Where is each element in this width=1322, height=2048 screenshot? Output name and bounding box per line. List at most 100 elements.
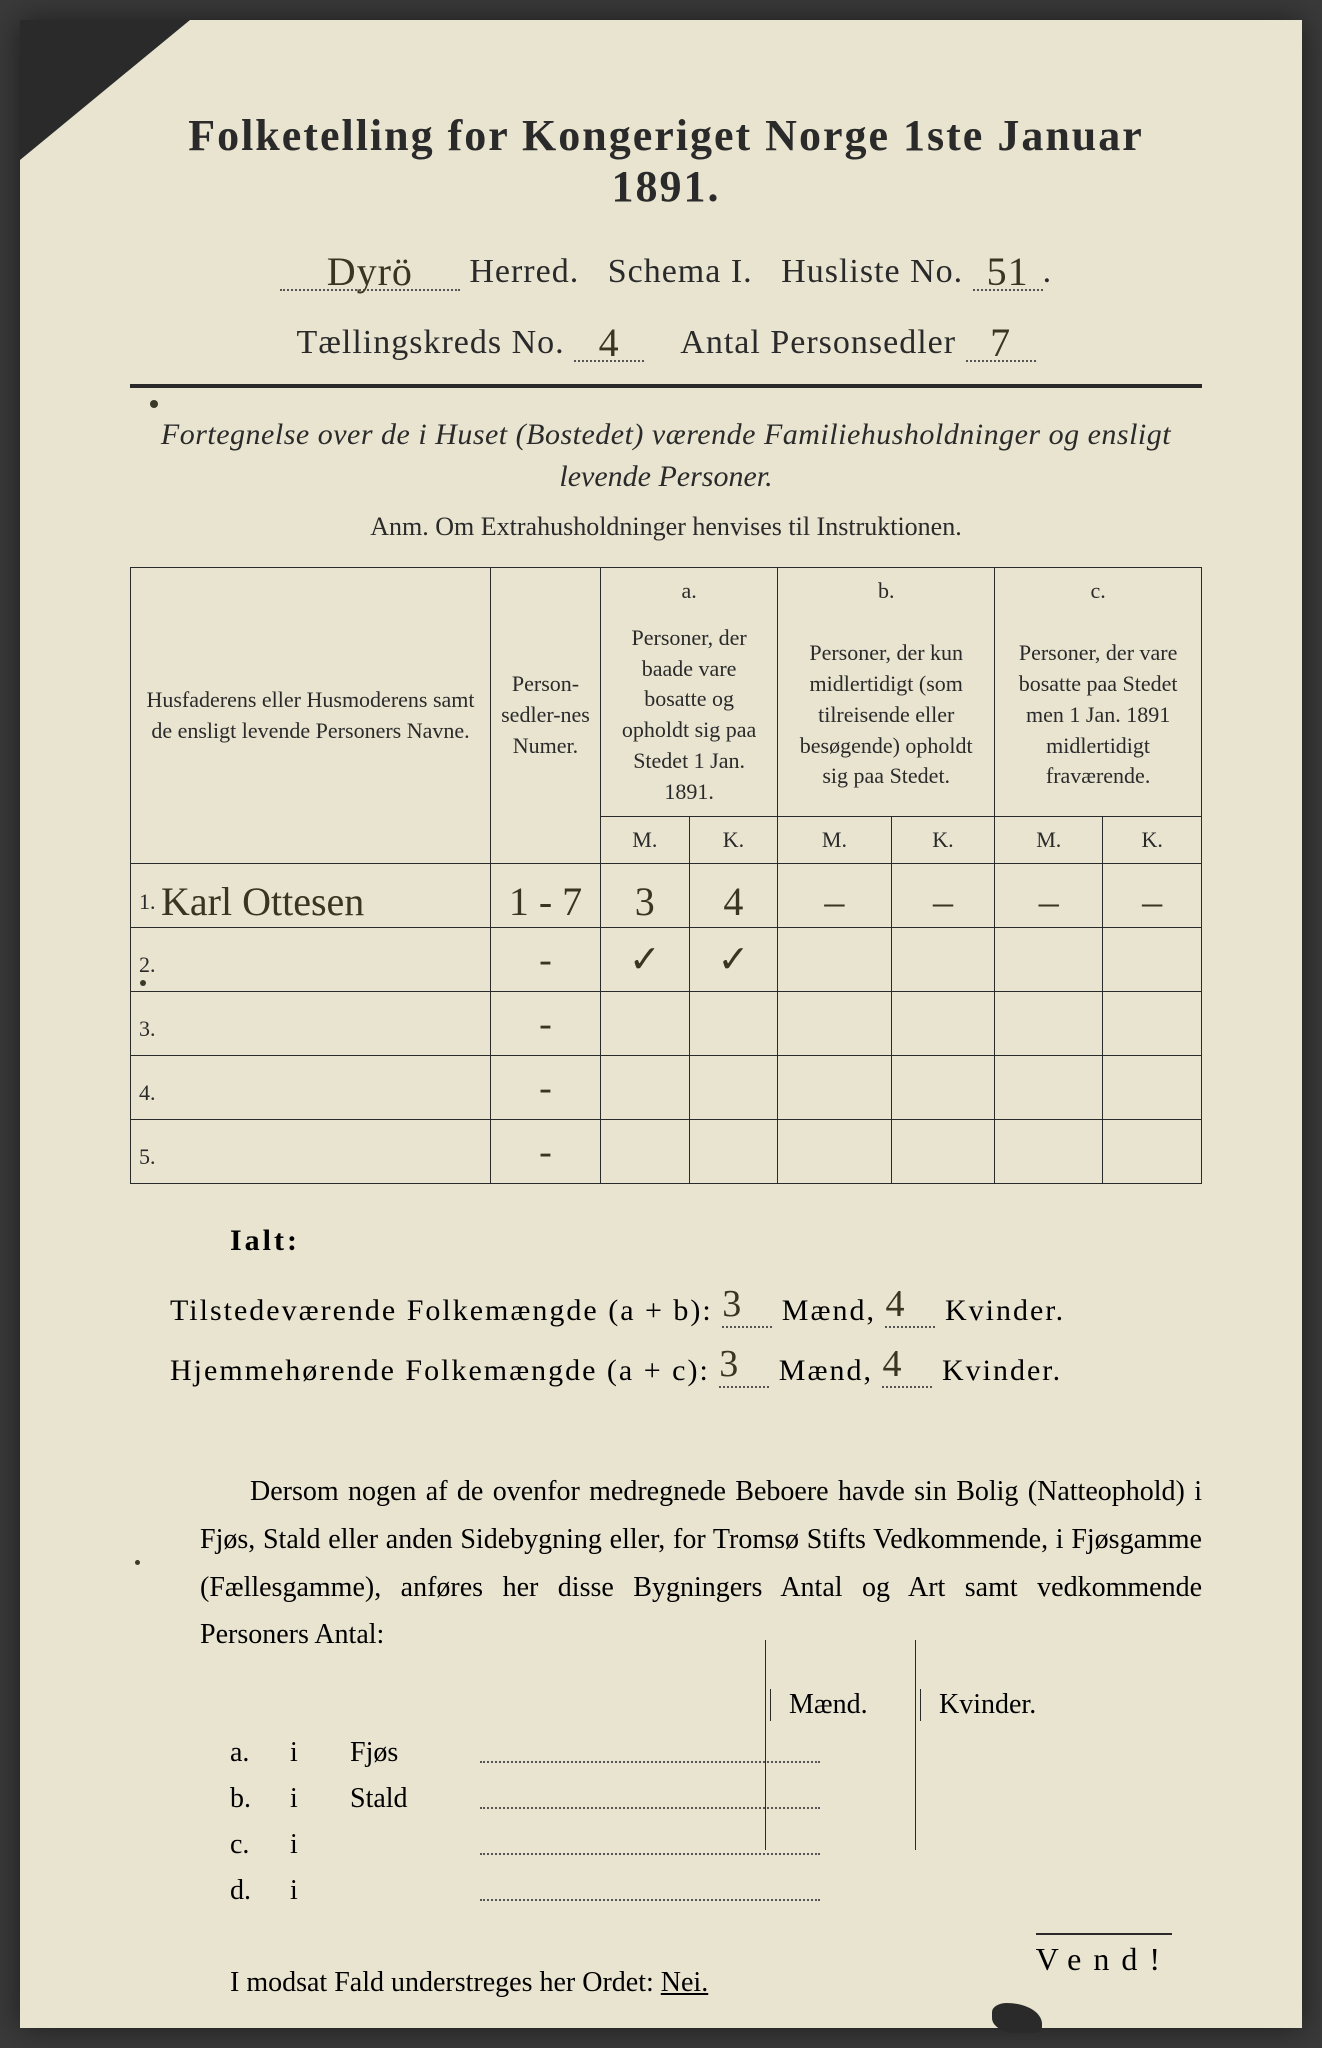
table-row: 2. -✓✓ [131, 928, 1202, 992]
table-row: 1. Karl Ottesen1 - 734–––– [131, 864, 1202, 928]
kvinder-label: Kvinder. [945, 1294, 1065, 1327]
kvinder-label: Kvinder. [942, 1354, 1062, 1387]
col-a-M: M. [601, 816, 690, 864]
side-divider-1 [765, 1640, 766, 1850]
census-table: Husfaderens eller Husmoderens samt de en… [130, 567, 1202, 1184]
col-b-K: K. [891, 816, 995, 864]
side-maend-label: Mænd. [770, 1689, 920, 1721]
side-row-i: i [290, 1875, 350, 1907]
row-number: 3. [131, 992, 491, 1056]
total-resident-label: Hjemmehørende Folkemængde (a + c): [170, 1354, 710, 1387]
side-divider-2 [915, 1640, 916, 1850]
kreds-value: 4 [599, 320, 620, 365]
antal-value: 7 [990, 320, 1011, 365]
cell-aM [601, 1120, 690, 1184]
side-row-label: d. [230, 1875, 290, 1907]
cell-aK: 4 [689, 864, 778, 928]
ialt-heading: Ialt: [230, 1224, 1202, 1258]
row-number: 1. Karl Ottesen [131, 864, 491, 928]
cell-cM: – [995, 864, 1103, 928]
cell-bK [891, 992, 995, 1056]
side-row-name: Fjøs [350, 1737, 470, 1769]
table-row: 4. - [131, 1056, 1202, 1120]
cell-aM [601, 992, 690, 1056]
cell-bM [778, 992, 891, 1056]
maend-label: Mænd, [779, 1354, 873, 1387]
antal-field: 7 [966, 313, 1036, 362]
header-line-3: Tællingskreds No. 4 Antal Personsedler 7 [130, 313, 1202, 362]
cell-aM: ✓ [601, 928, 690, 992]
col-header-numer: Person-sedler-nes Numer. [491, 568, 601, 864]
subtitle-line-2: levende Personer. [130, 460, 1202, 494]
cell-sedler: - [491, 1120, 601, 1184]
side-row: d.i [230, 1875, 1130, 1907]
col-b-M: M. [778, 816, 891, 864]
herred-label: Herred. [469, 253, 579, 290]
table-row: 5. - [131, 1120, 1202, 1184]
col-header-a-text: Personer, der baade vare bosatte og opho… [601, 615, 778, 816]
cell-bM [778, 1120, 891, 1184]
cell-bK: – [891, 864, 995, 928]
col-header-c-text: Personer, der vare bosatte paa Stedet me… [995, 615, 1202, 816]
total-present-label: Tilstedeværende Folkemængde (a + b): [170, 1294, 713, 1327]
side-row-name: Stald [350, 1783, 470, 1815]
side-building-list: a.iFjøsb.iStaldc.id.i [230, 1737, 1130, 1907]
cell-aK [689, 1056, 778, 1120]
cell-cK [1103, 928, 1202, 992]
paper-speckle [150, 400, 158, 408]
side-row: a.iFjøs [230, 1737, 1130, 1769]
col-a-K: K. [689, 816, 778, 864]
total-resident: Hjemmehørende Folkemængde (a + c): 3 Mæn… [170, 1342, 1202, 1388]
herred-value: Dyrö [327, 249, 413, 294]
row-number: 5. [131, 1120, 491, 1184]
lodging-paragraph: Dersom nogen af de ovenfor medregnede Be… [200, 1468, 1202, 1658]
divider-rule [130, 384, 1202, 388]
side-kvinder-label: Kvinder. [920, 1689, 1070, 1721]
cell-bM: – [778, 864, 891, 928]
antal-label: Antal Personsedler [680, 324, 956, 361]
total-resident-kvinder: 4 [882, 1343, 903, 1385]
col-c-K: K. [1103, 816, 1202, 864]
cell-sedler: - [491, 1056, 601, 1120]
cell-cM [995, 1120, 1103, 1184]
subtitle-line-1: Fortegnelse over de i Huset (Bostedet) v… [130, 418, 1202, 452]
cell-sedler: - [491, 992, 601, 1056]
side-row-dots [480, 1853, 820, 1855]
cell-sedler: - [491, 928, 601, 992]
col-header-b-text: Personer, der kun midlertidigt (som tilr… [778, 615, 995, 816]
schema-label: Schema I. [608, 253, 753, 290]
cell-bK [891, 1056, 995, 1120]
folded-corner [20, 20, 190, 160]
cell-aK: ✓ [689, 928, 778, 992]
side-row-dots [480, 1899, 820, 1901]
census-form-page: Folketelling for Kongeriget Norge 1ste J… [20, 20, 1302, 2028]
side-row-label: c. [230, 1829, 290, 1861]
herred-field: Dyrö [280, 242, 460, 291]
side-row-i: i [290, 1737, 350, 1769]
total-present: Tilstedeværende Folkemængde (a + b): 3 M… [170, 1282, 1202, 1328]
cell-cK [1103, 1056, 1202, 1120]
maend-label: Mænd, [782, 1294, 876, 1327]
annotation-note: Anm. Om Extrahusholdninger henvises til … [130, 512, 1202, 542]
col-header-a-label: a. [601, 568, 778, 615]
cell-cM [995, 928, 1103, 992]
side-row: c.i [230, 1829, 1130, 1861]
cell-bM [778, 1056, 891, 1120]
side-row-label: b. [230, 1783, 290, 1815]
col-header-b-label: b. [778, 568, 995, 615]
col-header-c-label: c. [995, 568, 1202, 615]
cell-bM [778, 928, 891, 992]
husliste-value: 51 [987, 249, 1029, 294]
col-c-M: M. [995, 816, 1103, 864]
side-row-dots [480, 1807, 820, 1809]
total-present-kvinder: 4 [885, 1283, 906, 1325]
nei-word: Nei. [661, 1967, 708, 1998]
total-resident-maend: 3 [719, 1343, 740, 1385]
side-row: b.iStald [230, 1783, 1130, 1815]
side-row-i: i [290, 1829, 350, 1861]
nei-text: I modsat Fald understreges her Ordet: [230, 1967, 654, 1998]
cell-bK [891, 928, 995, 992]
cell-sedler: 1 - 7 [491, 864, 601, 928]
col-header-names: Husfaderens eller Husmoderens samt de en… [131, 568, 491, 864]
paper-tear [992, 2003, 1042, 2033]
